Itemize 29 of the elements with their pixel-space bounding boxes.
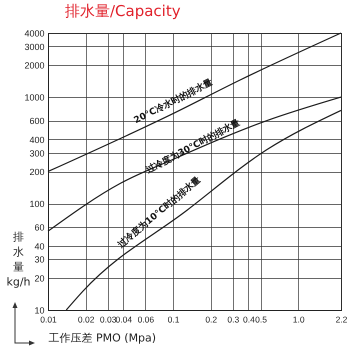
x-tick-label: 2.2	[336, 314, 348, 324]
y-tick-label: 200	[29, 167, 44, 177]
x-tick-label: 0.4	[242, 314, 256, 324]
x-tick-label: 0.01	[40, 314, 58, 324]
x-tick-label: 0.02	[78, 314, 95, 324]
x-axis-title: 工作压差 PMO (Mpa)	[48, 332, 156, 344]
y-tick-label: 2000	[24, 60, 44, 71]
x-tick-label: 0.5	[255, 314, 268, 324]
y-tick-label: 600	[29, 116, 44, 126]
y-tick-label: 30	[34, 254, 44, 265]
y-tick-label: 400	[29, 134, 44, 145]
y-tick-label: 300	[29, 148, 44, 158]
y-tick-label: 20	[34, 273, 44, 284]
x-tick-label: 0.03	[100, 314, 117, 324]
y-tick-label: 60	[34, 222, 44, 233]
y-tick-label: 4000	[24, 28, 44, 38]
y-tick-label: 100	[29, 199, 44, 210]
x-tick-label: 0.3	[227, 314, 240, 324]
x-tick-label: 0.1	[168, 314, 180, 324]
y-tick-label: 10	[34, 306, 44, 316]
x-tick-label: 0.04	[116, 314, 132, 324]
y-tick-label: 1000	[24, 92, 44, 103]
y-tick-label: 3000	[24, 42, 44, 52]
y-axis-title: 排水量 kg/h	[6, 230, 31, 288]
chart-title: 排水量/Capacity	[65, 2, 181, 20]
x-tick-label: 0.2	[205, 314, 218, 324]
x-tick-label: 1.0	[292, 314, 305, 324]
x-tick-label: 0.06	[138, 314, 154, 324]
y-tick-label: 40	[34, 241, 44, 252]
